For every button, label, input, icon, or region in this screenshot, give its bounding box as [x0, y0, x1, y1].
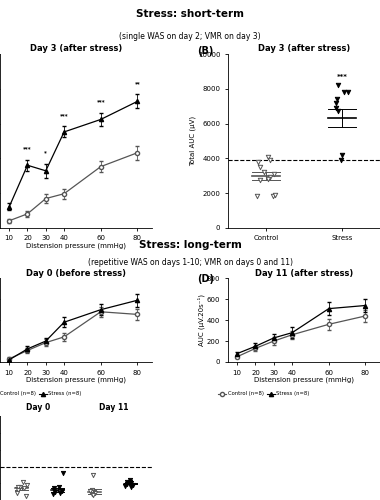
Point — [128, 480, 134, 488]
Point — [271, 170, 277, 178]
Title: Day 0 (before stress): Day 0 (before stress) — [26, 268, 126, 278]
Point — [345, 88, 351, 96]
Text: ***: *** — [23, 146, 32, 151]
Point — [341, 88, 347, 96]
Point — [51, 486, 57, 494]
Title: Day 11 (after stress): Day 11 (after stress) — [255, 268, 353, 278]
Point — [338, 156, 344, 164]
Point — [255, 158, 261, 166]
Point — [124, 480, 130, 488]
Title: Day 3 (after stress): Day 3 (after stress) — [258, 44, 350, 54]
Y-axis label: AUC (μV.20s⁻¹): AUC (μV.20s⁻¹) — [198, 294, 206, 346]
Text: **: ** — [135, 81, 140, 86]
Text: Stress: short-term: Stress: short-term — [136, 10, 244, 20]
Point — [122, 482, 128, 490]
Point — [254, 192, 260, 200]
Legend: Control (n=8), Stress (n=8): Control (n=8), Stress (n=8) — [0, 286, 81, 291]
Text: (single WAS on day 2; VMR on day 3): (single WAS on day 2; VMR on day 3) — [119, 32, 261, 40]
Point — [57, 490, 63, 498]
Point — [124, 478, 130, 486]
Point — [261, 168, 267, 176]
Legend: Control (n=8), Stress (n=8): Control (n=8), Stress (n=8) — [0, 392, 81, 396]
Text: ***: *** — [337, 74, 347, 80]
Point — [256, 163, 263, 171]
Point — [87, 487, 93, 495]
Point — [336, 108, 342, 116]
Point — [256, 176, 263, 184]
Point — [270, 192, 276, 200]
Point — [265, 152, 271, 160]
Text: (repetitive WAS on days 1-10; VMR on days 0 and 11): (repetitive WAS on days 1-10; VMR on day… — [87, 258, 293, 267]
Point — [17, 482, 24, 490]
Point — [130, 481, 136, 489]
Point — [24, 481, 30, 489]
Text: (B): (B) — [198, 46, 214, 56]
Point — [90, 471, 97, 479]
Text: (D): (D) — [198, 274, 215, 284]
Point — [60, 469, 66, 477]
Point — [127, 478, 133, 486]
Point — [52, 488, 58, 496]
Point — [333, 99, 339, 107]
X-axis label: Distension pressure (mmHg): Distension pressure (mmHg) — [26, 377, 126, 384]
X-axis label: Distension pressure (mmHg): Distension pressure (mmHg) — [254, 377, 354, 384]
Text: Stress: long-term: Stress: long-term — [139, 240, 241, 250]
Point — [51, 484, 57, 492]
Title: Day 3 (after stress): Day 3 (after stress) — [30, 44, 122, 54]
Text: Day 11: Day 11 — [99, 402, 129, 411]
Point — [89, 490, 95, 498]
Point — [267, 174, 273, 182]
Point — [15, 484, 21, 492]
Point — [89, 486, 95, 494]
Point — [56, 484, 62, 492]
Point — [50, 490, 56, 498]
Text: ***: *** — [60, 112, 68, 117]
Text: *: * — [44, 150, 47, 155]
Point — [339, 151, 345, 159]
Text: ***: *** — [97, 100, 105, 104]
X-axis label: Distension pressure (mmHg): Distension pressure (mmHg) — [26, 242, 126, 249]
Point — [14, 490, 20, 498]
Point — [265, 175, 271, 183]
Point — [333, 104, 339, 112]
Point — [334, 96, 340, 104]
Point — [92, 490, 98, 498]
Text: Day 0: Day 0 — [26, 402, 50, 411]
Legend: Control (n=8), Stress (n=8): Control (n=8), Stress (n=8) — [218, 392, 309, 396]
Point — [90, 491, 96, 499]
Point — [91, 488, 97, 496]
Point — [15, 486, 21, 494]
Point — [20, 478, 26, 486]
Point — [89, 488, 95, 496]
Y-axis label: Total AUC (μV): Total AUC (μV) — [190, 116, 196, 166]
Point — [23, 492, 29, 500]
Point — [59, 487, 65, 495]
Point — [335, 82, 341, 90]
Point — [21, 484, 27, 492]
Point — [127, 476, 133, 484]
Point — [267, 156, 273, 164]
Point — [272, 190, 278, 198]
Point — [128, 482, 135, 490]
